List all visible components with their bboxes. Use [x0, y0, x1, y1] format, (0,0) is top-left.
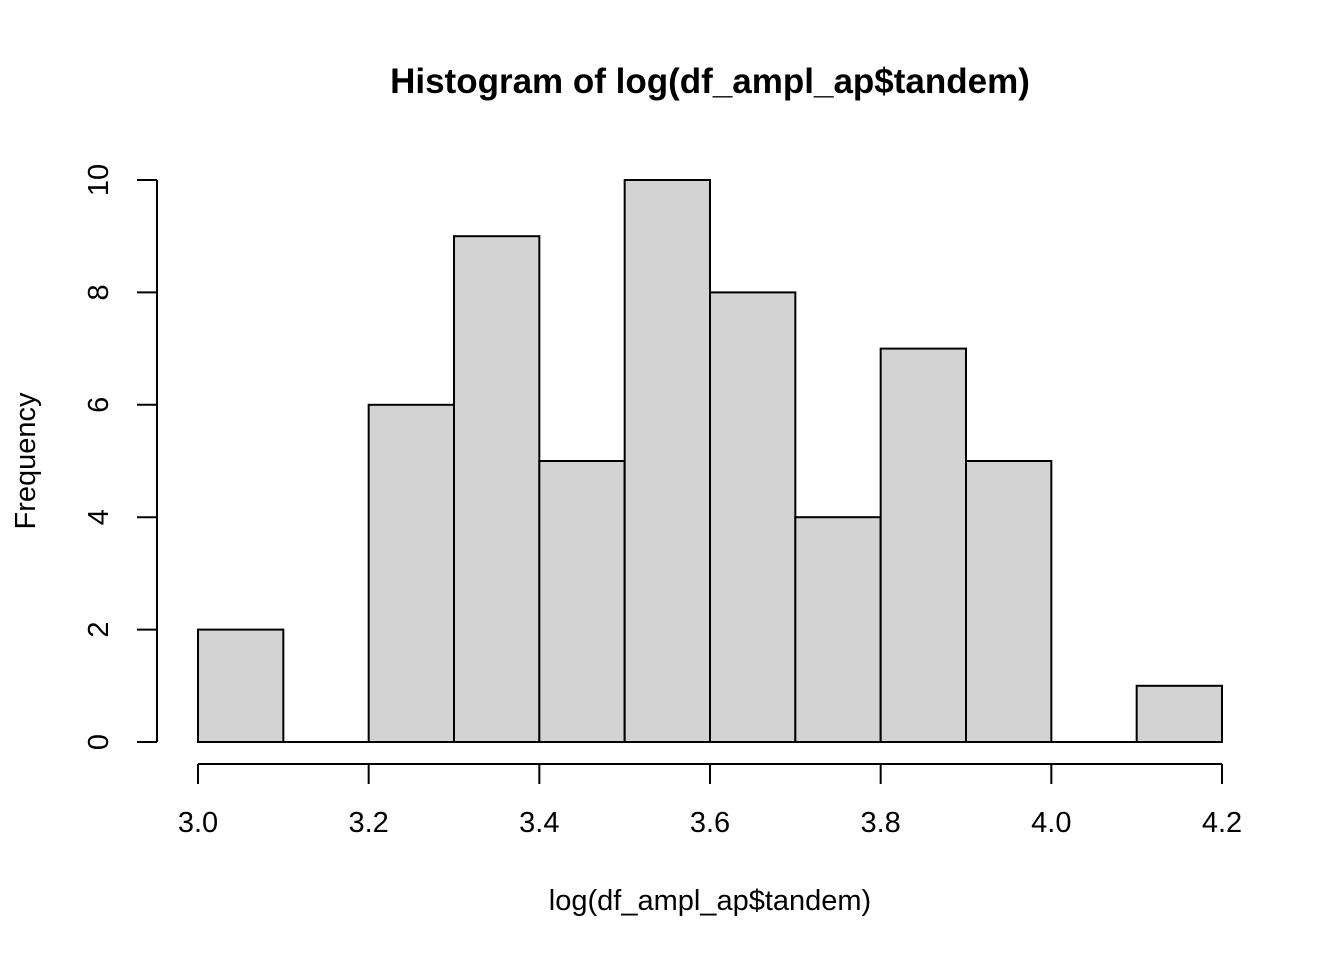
histogram-bars	[197, 179, 1223, 744]
x-tick-label: 3.4	[519, 807, 559, 839]
x-tick-label: 4.0	[1031, 807, 1071, 839]
x-tick-label: 3.2	[349, 807, 389, 839]
histogram-bar	[1135, 684, 1223, 743]
histogram-bar	[794, 516, 882, 744]
y-tick-label: 2	[83, 622, 115, 638]
y-tick-label: 0	[83, 734, 115, 750]
x-axis: 3.0 3.2 3.4 3.6 3.8 4.0 4.2	[178, 763, 1242, 839]
histogram-bar	[965, 460, 1053, 743]
x-tick-label: 3.8	[861, 807, 901, 839]
y-axis: 0 2 4 6 8 10	[83, 164, 158, 750]
y-tick-label: 10	[83, 164, 115, 196]
histogram-bar	[197, 628, 285, 743]
histogram-bar	[453, 235, 541, 743]
histogram-bar	[879, 347, 968, 743]
y-tick-label: 6	[83, 397, 115, 413]
histogram-bar	[709, 291, 797, 743]
y-tick-label: 8	[83, 284, 115, 300]
x-tick-label: 4.2	[1202, 807, 1242, 839]
histogram-bar	[367, 403, 455, 743]
chart-title: Histogram of log(df_ampl_ap$tandem)	[390, 62, 1030, 101]
y-tick-label: 4	[83, 509, 115, 525]
y-axis-label: Frequency	[10, 392, 42, 530]
x-axis-label: log(df_ampl_ap$tandem)	[549, 885, 871, 917]
x-tick-label: 3.0	[178, 807, 218, 839]
histogram-bar	[538, 460, 626, 743]
x-tick-label: 3.6	[690, 807, 730, 839]
histogram-bar	[623, 179, 712, 743]
